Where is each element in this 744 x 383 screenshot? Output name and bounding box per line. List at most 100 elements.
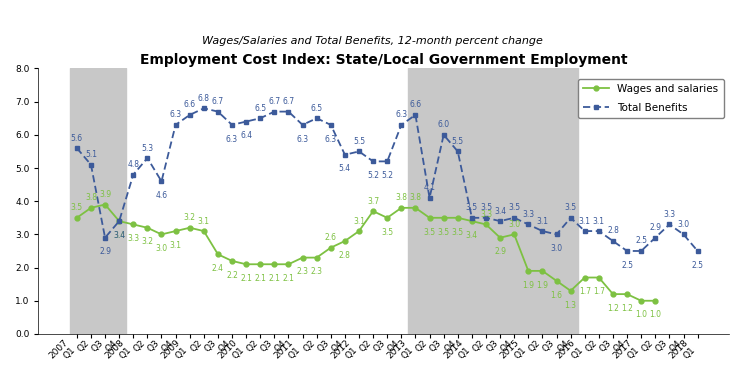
- Total Benefits: [481, 216, 490, 220]
- Total Benefits: [298, 123, 307, 127]
- Text: 3.1: 3.1: [198, 216, 210, 226]
- Wages and salaries: [327, 246, 336, 250]
- Wages and salaries: [298, 255, 307, 260]
- Total Benefits: [228, 123, 237, 127]
- Total Benefits: [651, 236, 660, 240]
- Bar: [522, 69, 577, 334]
- Text: 6.3: 6.3: [170, 110, 182, 119]
- Text: 1.9: 1.9: [522, 281, 534, 290]
- Text: 6.3: 6.3: [297, 134, 309, 144]
- Total Benefits: [171, 123, 180, 127]
- Text: 3.0: 3.0: [155, 244, 167, 253]
- Line: Total Benefits: Total Benefits: [74, 106, 700, 254]
- Text: 3.5: 3.5: [452, 228, 464, 237]
- Wages and salaries: [538, 268, 547, 273]
- Total Benefits: [270, 109, 279, 114]
- Text: 3.4: 3.4: [113, 231, 125, 240]
- Wages and salaries: [355, 229, 364, 233]
- Text: 3.7: 3.7: [367, 196, 379, 206]
- Total Benefits: [425, 196, 434, 200]
- Text: 2.3: 2.3: [311, 267, 323, 277]
- Text: 5.5: 5.5: [353, 137, 365, 146]
- Legend: Wages and salaries, Total Benefits: Wages and salaries, Total Benefits: [578, 79, 724, 118]
- Wages and salaries: [397, 206, 405, 210]
- Text: 2.5: 2.5: [621, 261, 633, 270]
- Wages and salaries: [157, 232, 166, 237]
- Wages and salaries: [382, 216, 391, 220]
- Text: 3.4: 3.4: [466, 231, 478, 240]
- Wages and salaries: [284, 262, 293, 267]
- Total Benefits: [157, 179, 166, 183]
- Text: 3.3: 3.3: [522, 210, 534, 219]
- Total Benefits: [129, 172, 138, 177]
- Text: 1.7: 1.7: [593, 287, 605, 296]
- Bar: [408, 69, 522, 334]
- Text: 6.7: 6.7: [269, 97, 280, 106]
- Total Benefits: [397, 123, 405, 127]
- Wages and salaries: [580, 275, 589, 280]
- Text: 2.1: 2.1: [269, 274, 280, 283]
- Text: 2.5: 2.5: [635, 236, 647, 246]
- Text: 3.9: 3.9: [99, 190, 111, 199]
- Total Benefits: [623, 249, 632, 253]
- Text: 1.6: 1.6: [551, 291, 562, 300]
- Wages and salaries: [369, 209, 378, 213]
- Wages and salaries: [637, 298, 646, 303]
- Text: 5.1: 5.1: [85, 150, 97, 159]
- Total Benefits: [327, 123, 336, 127]
- Line: Wages and salaries: Wages and salaries: [74, 202, 658, 303]
- Text: 1.2: 1.2: [621, 304, 633, 313]
- Text: 4.1: 4.1: [423, 183, 435, 192]
- Wages and salaries: [72, 216, 81, 220]
- Total Benefits: [242, 119, 251, 124]
- Text: 5.3: 5.3: [141, 144, 153, 152]
- Total Benefits: [510, 216, 519, 220]
- Text: 3.1: 3.1: [170, 241, 182, 250]
- Text: 3.1: 3.1: [353, 216, 365, 226]
- Total Benefits: [552, 232, 561, 237]
- Text: 6.3: 6.3: [226, 134, 238, 144]
- Text: 3.5: 3.5: [71, 203, 83, 212]
- Text: 2.1: 2.1: [283, 274, 295, 283]
- Text: 2.9: 2.9: [650, 223, 661, 232]
- Wages and salaries: [143, 226, 152, 230]
- Total Benefits: [524, 222, 533, 227]
- Wages and salaries: [453, 216, 462, 220]
- Text: 2.5: 2.5: [692, 261, 704, 270]
- Text: 5.2: 5.2: [381, 171, 394, 180]
- Text: 3.1: 3.1: [593, 216, 605, 226]
- Text: 2.9: 2.9: [99, 247, 111, 257]
- Total Benefits: [100, 236, 109, 240]
- Total Benefits: [312, 116, 321, 121]
- Wages and salaries: [566, 288, 575, 293]
- Text: 6.7: 6.7: [212, 97, 224, 106]
- Wages and salaries: [256, 262, 265, 267]
- Total Benefits: [214, 109, 222, 114]
- Text: 6.7: 6.7: [283, 97, 295, 106]
- Wages and salaries: [425, 216, 434, 220]
- Wages and salaries: [623, 292, 632, 296]
- Total Benefits: [86, 162, 95, 167]
- Text: 2.1: 2.1: [254, 274, 266, 283]
- Text: 3.5: 3.5: [480, 203, 492, 212]
- Total Benefits: [439, 133, 448, 137]
- Text: 3.3: 3.3: [480, 210, 492, 219]
- Text: 2.3: 2.3: [297, 267, 309, 277]
- Text: 2.8: 2.8: [607, 226, 619, 236]
- Wages and salaries: [214, 252, 222, 257]
- Text: 2.2: 2.2: [226, 271, 238, 280]
- Text: 6.6: 6.6: [409, 100, 422, 110]
- Wages and salaries: [651, 298, 660, 303]
- Text: 2.9: 2.9: [494, 247, 506, 257]
- Total Benefits: [143, 156, 152, 160]
- Text: 6.0: 6.0: [437, 120, 449, 129]
- Total Benefits: [355, 149, 364, 154]
- Wages and salaries: [228, 259, 237, 263]
- Text: 1.9: 1.9: [536, 281, 548, 290]
- Text: 6.5: 6.5: [254, 104, 266, 113]
- Text: 5.2: 5.2: [367, 171, 379, 180]
- Total Benefits: [341, 152, 350, 157]
- Text: 3.4: 3.4: [113, 231, 125, 240]
- Text: 4.6: 4.6: [155, 191, 167, 200]
- Wages and salaries: [115, 219, 124, 223]
